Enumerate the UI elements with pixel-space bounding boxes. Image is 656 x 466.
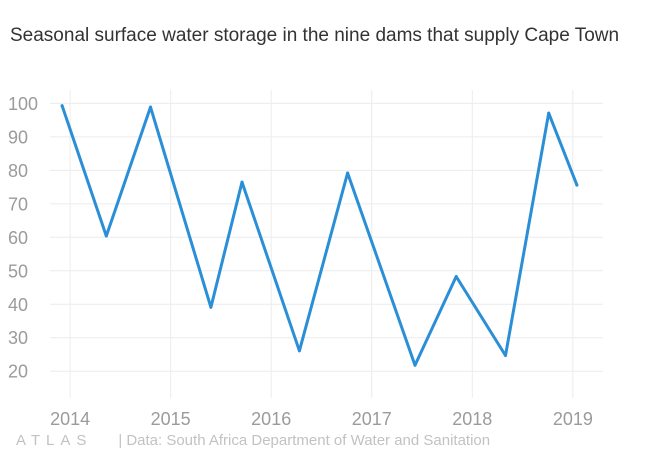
data-point	[297, 349, 301, 353]
data-point	[104, 234, 108, 238]
y-tick-label: 100	[8, 94, 38, 114]
chart-footer: ATLAS | Data: South Africa Department of W…	[16, 432, 490, 452]
data-point	[454, 274, 458, 278]
x-tick-label: 2014	[50, 409, 90, 429]
series-lines	[60, 104, 579, 367]
y-tick-label: 40	[8, 295, 28, 315]
y-tick-label: 70	[8, 194, 28, 214]
data-point	[209, 305, 213, 309]
y-tick-label: 60	[8, 228, 28, 248]
data-point	[547, 111, 551, 115]
series-line-0	[60, 104, 579, 367]
y-tick-label: 20	[8, 362, 28, 382]
data-point	[575, 183, 579, 187]
y-tick-label: 50	[8, 261, 28, 281]
atlas-logo: ATLAS	[16, 432, 93, 449]
horizontal-gridlines	[50, 102, 603, 372]
data-point	[240, 180, 244, 184]
y-axis-tick-labels: 20 30 40 50 60 70 80 90 100	[8, 94, 38, 382]
x-tick-label: 2018	[452, 409, 492, 429]
y-tick-label: 80	[8, 161, 28, 181]
vertical-gridlines	[69, 90, 574, 398]
data-point	[413, 363, 417, 367]
data-point	[60, 104, 64, 108]
data-point	[503, 353, 507, 357]
x-axis-tick-labels: 2014 2015 2016 2017 2018 2019	[50, 409, 593, 429]
data-point	[346, 171, 350, 175]
chart-title: Seasonal surface water storage in the ni…	[10, 25, 620, 46]
y-tick-label: 90	[8, 127, 28, 147]
data-source: Data: South Africa Department of Water a…	[126, 432, 491, 449]
x-tick-label: 2019	[553, 409, 593, 429]
data-point	[149, 105, 153, 109]
x-tick-label: 2017	[352, 409, 392, 429]
x-tick-label: 2015	[151, 409, 191, 429]
footer-separator: |	[118, 432, 123, 449]
y-tick-label: 30	[8, 328, 28, 348]
x-tick-label: 2016	[251, 409, 291, 429]
